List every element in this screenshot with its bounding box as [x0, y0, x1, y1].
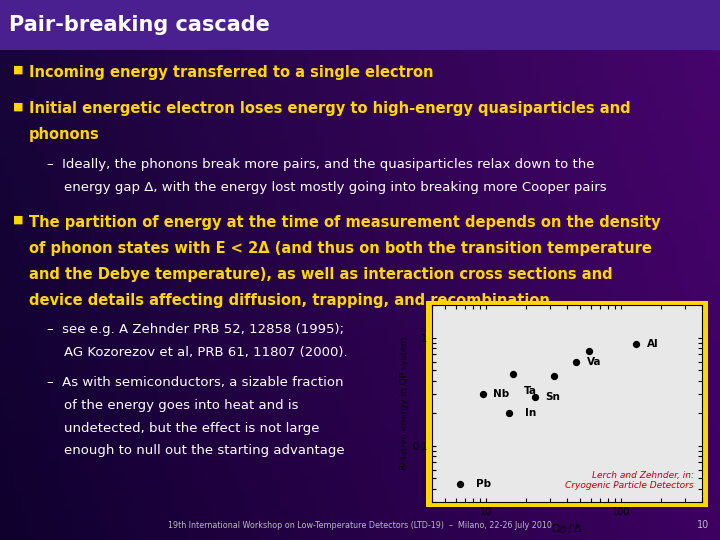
- Text: Incoming energy transferred to a single electron: Incoming energy transferred to a single …: [29, 65, 433, 80]
- Text: Initial energetic electron loses energy to high-energy quasiparticles and: Initial energetic electron loses energy …: [29, 102, 631, 116]
- Point: [508, 370, 519, 379]
- Text: Pb: Pb: [476, 479, 491, 489]
- Point: [504, 409, 516, 417]
- Point: [630, 339, 642, 348]
- Text: of phonon states with E < 2Δ (and thus on both the transition temperature: of phonon states with E < 2Δ (and thus o…: [29, 241, 652, 256]
- Text: phonons: phonons: [29, 127, 99, 142]
- Point: [477, 390, 488, 399]
- Text: energy gap Δ, with the energy lost mostly going into breaking more Cooper pairs: energy gap Δ, with the energy lost mostl…: [47, 181, 606, 194]
- Text: 19th International Workshop on Low-Temperature Detectors (LTD-19)  –  Milano, 22: 19th International Workshop on Low-Tempe…: [168, 521, 552, 530]
- Text: –  Ideally, the phonons break more pairs, and the quasiparticles relax down to t: – Ideally, the phonons break more pairs,…: [47, 158, 594, 171]
- Text: –  As with semiconductors, a sizable fraction: – As with semiconductors, a sizable frac…: [47, 376, 343, 389]
- X-axis label: $\Omega_{\rm D}\,/\,\Delta$: $\Omega_{\rm D}\,/\,\Delta$: [551, 523, 583, 536]
- Text: device details affecting diffusion, trapping, and recombination.: device details affecting diffusion, trap…: [29, 293, 555, 308]
- Text: 10: 10: [697, 520, 709, 530]
- Point: [583, 346, 595, 355]
- Text: ■: ■: [13, 102, 24, 111]
- Text: and the Debye temperature), as well as interaction cross sections and: and the Debye temperature), as well as i…: [29, 267, 613, 282]
- Point: [528, 393, 540, 402]
- Text: enough to null out the starting advantage: enough to null out the starting advantag…: [47, 444, 344, 457]
- Text: Pair-breaking cascade: Pair-breaking cascade: [9, 15, 269, 35]
- Point: [455, 480, 467, 489]
- Text: Va: Va: [587, 356, 602, 367]
- Point: [571, 357, 582, 366]
- Y-axis label: Relative energy in QP system: Relative energy in QP system: [400, 337, 409, 470]
- Text: Nb: Nb: [493, 389, 510, 399]
- Text: In: In: [525, 408, 536, 418]
- Text: The partition of energy at the time of measurement depends on the density: The partition of energy at the time of m…: [29, 215, 660, 230]
- Text: Al: Al: [647, 339, 658, 349]
- Text: ■: ■: [13, 215, 24, 225]
- Bar: [426, 301, 708, 507]
- Text: ■: ■: [13, 65, 24, 75]
- Point: [548, 372, 559, 381]
- Text: undetected, but the effect is not large: undetected, but the effect is not large: [47, 422, 319, 435]
- Text: Lerch and Zehnder, in:
Cryogenic Particle Detectors: Lerch and Zehnder, in: Cryogenic Particl…: [565, 471, 694, 490]
- Text: of the energy goes into heat and is: of the energy goes into heat and is: [47, 399, 298, 412]
- Text: –  see e.g. A Zehnder PRB 52, 12858 (1995);: – see e.g. A Zehnder PRB 52, 12858 (1995…: [47, 323, 344, 336]
- Text: Ta: Ta: [524, 386, 537, 396]
- Text: Sn: Sn: [545, 393, 560, 402]
- Text: AG Kozorezov et al, PRB 61, 11807 (2000).: AG Kozorezov et al, PRB 61, 11807 (2000)…: [47, 346, 348, 359]
- Bar: [0, 0, 720, 50]
